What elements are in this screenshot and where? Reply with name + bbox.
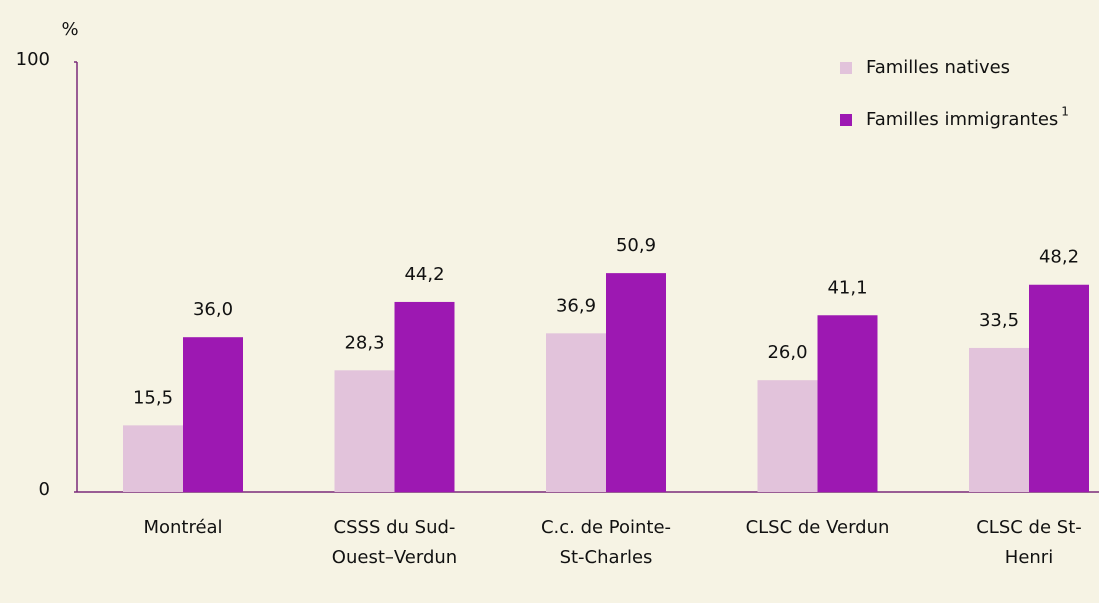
legend-label: Familles natives xyxy=(866,57,1010,78)
x-tick-label: Montréal xyxy=(143,517,223,538)
bar xyxy=(334,370,395,492)
value-label: 50,9 xyxy=(616,235,656,256)
bar xyxy=(546,333,606,492)
bar xyxy=(757,380,818,492)
value-label: 26,0 xyxy=(767,342,807,363)
y-axis-label: % xyxy=(61,19,78,40)
bar xyxy=(606,273,666,492)
x-tick-label: CSSS du Sud-Ouest–Verdun xyxy=(331,517,458,568)
bar xyxy=(394,301,455,492)
x-tick-label: CLSC de St-Henri xyxy=(976,517,1082,568)
legend-label: Familles immigrantes xyxy=(866,109,1058,130)
value-label: 48,2 xyxy=(1039,247,1079,268)
bar xyxy=(817,315,878,492)
y-tick-label: 0 xyxy=(39,479,50,500)
value-label: 36,9 xyxy=(556,295,596,316)
legend-superscript: 1 xyxy=(1061,105,1069,119)
legend-swatch xyxy=(840,62,852,74)
value-label: 28,3 xyxy=(344,332,384,353)
value-label: 44,2 xyxy=(404,264,444,285)
bar xyxy=(969,347,1029,492)
value-label: 41,1 xyxy=(827,277,867,298)
legend-swatch xyxy=(840,114,852,126)
bar xyxy=(183,337,243,492)
value-label: 33,5 xyxy=(979,310,1019,331)
x-tick-label: C.c. de Pointe-St-Charles xyxy=(540,517,672,568)
x-tick-label: CLSC de Verdun xyxy=(745,517,890,538)
value-label: 15,5 xyxy=(133,387,173,408)
bar xyxy=(1029,284,1089,492)
bar xyxy=(123,425,183,492)
value-label: 36,0 xyxy=(193,299,233,320)
y-tick-label: 100 xyxy=(16,49,50,70)
